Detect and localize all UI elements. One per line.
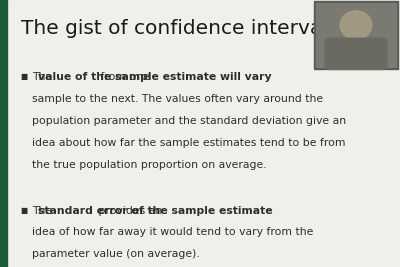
Text: standard error of the sample estimate: standard error of the sample estimate — [38, 206, 273, 215]
Text: idea about how far the sample estimates tend to be from: idea about how far the sample estimates … — [32, 138, 346, 148]
Text: population parameter and the standard deviation give an: population parameter and the standard de… — [32, 116, 346, 126]
Text: The: The — [32, 72, 56, 82]
Text: The: The — [32, 206, 56, 215]
Text: ■: ■ — [20, 206, 27, 215]
Text: provides an: provides an — [95, 206, 162, 215]
Text: idea of how far away it would tend to vary from the: idea of how far away it would tend to va… — [32, 227, 313, 237]
Bar — [316, 3, 396, 67]
Bar — [0, 0, 7, 267]
Text: parameter value (on average).: parameter value (on average). — [32, 249, 200, 259]
Text: value of the sample estimate will vary: value of the sample estimate will vary — [38, 72, 272, 82]
FancyBboxPatch shape — [325, 38, 387, 69]
Text: the true population proportion on average.: the true population proportion on averag… — [32, 160, 267, 170]
Text: sample to the next. The values often vary around the: sample to the next. The values often var… — [32, 94, 323, 104]
Text: from one: from one — [97, 72, 150, 82]
Text: The gist of confidence intervals: The gist of confidence intervals — [21, 19, 338, 38]
Text: ■: ■ — [20, 72, 27, 81]
Bar — [314, 1, 398, 69]
Ellipse shape — [340, 11, 372, 40]
